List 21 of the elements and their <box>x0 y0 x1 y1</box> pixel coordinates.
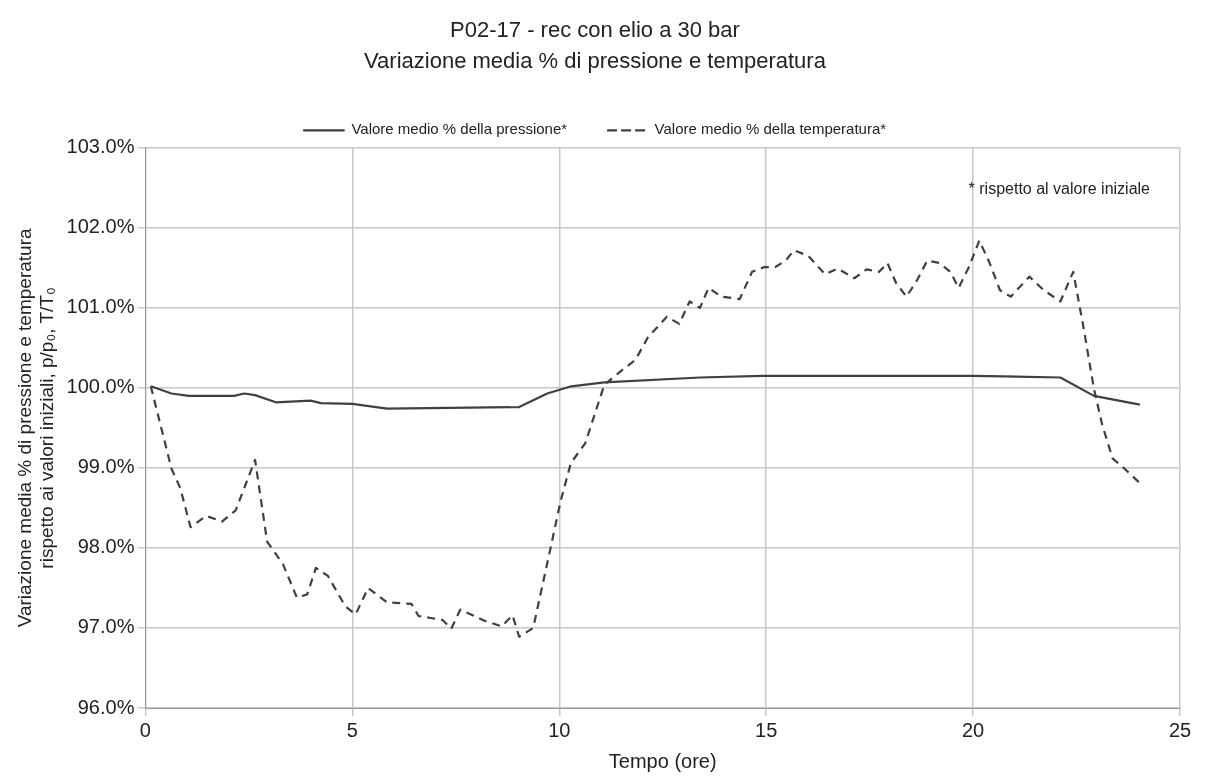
chart-subtitle: Variazione media % di pressione e temperatura <box>364 47 827 73</box>
y-tick-label: 103.0% <box>66 135 135 158</box>
chart-title: P02-17 - rec con elio a 30 bar <box>450 17 740 43</box>
x-tick-label: 5 <box>346 718 358 741</box>
x-tick-label: 15 <box>755 718 778 741</box>
y-tick-label: 100.0% <box>66 375 135 398</box>
x-tick-label: 10 <box>548 718 571 741</box>
x-axis-title: Tempo (ore) <box>608 749 717 772</box>
annotation: * rispetto al valore iniziale <box>968 180 1151 198</box>
legend-label: Valore medio % della temperatura* <box>654 120 887 138</box>
y-axis-title: Variazione media % di pressione e temperatura rispetto ai valori iniziali, p/p₀, T/T₀ <box>13 228 58 628</box>
y-tick-label: 97.0% <box>77 615 135 638</box>
y-tick-label: 99.0% <box>77 455 135 478</box>
y-tick-label: 98.0% <box>77 535 135 558</box>
y-tick-label: 96.0% <box>77 695 135 718</box>
x-tick-label: 25 <box>1168 718 1192 741</box>
y-tick-label: 101.0% <box>66 295 135 318</box>
x-tick-label: 0 <box>139 718 151 741</box>
legend-label: Valore medio % della pressione* <box>351 120 568 138</box>
x-tick-label: 20 <box>961 718 985 741</box>
y-tick-label: 102.0% <box>66 215 135 238</box>
